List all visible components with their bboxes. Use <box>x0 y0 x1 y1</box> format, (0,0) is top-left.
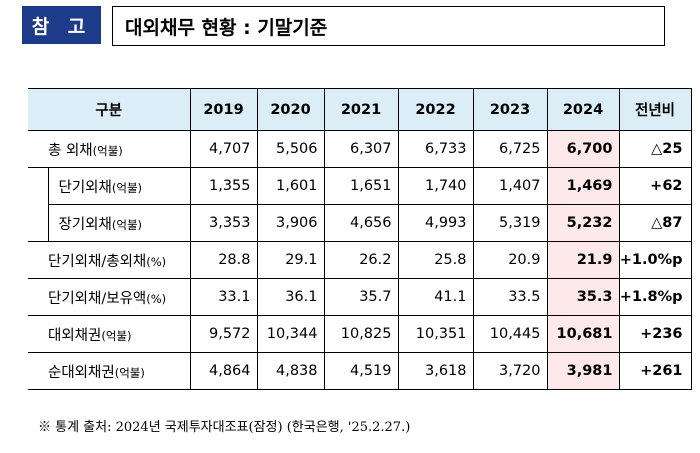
cell-value: 1,469 <box>546 167 620 205</box>
row-label: 총 외채(억불) <box>28 130 191 168</box>
cell-value: 10,351 <box>397 315 474 353</box>
row-label-text: 대외채권 <box>48 327 102 344</box>
cell-value: 5,232 <box>546 204 620 242</box>
header-2021: 2021 <box>323 88 399 131</box>
page-title-text: 대외채무 현황 : 기말기준 <box>125 16 328 39</box>
cell-change: +62 <box>618 167 692 205</box>
table-row: 총 외채(억불) 4,707 5,506 6,307 6,733 6,725 6,700 △2… <box>28 130 692 168</box>
cell-change: +236 <box>618 315 692 353</box>
table-row: 대외채권(억불) 9,572 10,344 10,825 10,351 10,445 10,… <box>28 315 692 353</box>
reference-badge: 참 고 <box>22 6 101 44</box>
cell-value: 3,618 <box>397 352 474 390</box>
table-row: 단기외채/총외채(%) 28.8 29.1 26.2 25.8 20.9 21.9 +1.0%… <box>28 241 692 279</box>
row-label: 단기외채(억불) <box>47 167 191 205</box>
header-2020: 2020 <box>256 88 325 131</box>
cell-change: +1.8%p <box>618 278 692 316</box>
cell-value: 3,906 <box>256 204 325 242</box>
row-label: 단기외채/총외채(%) <box>28 241 191 279</box>
cell-value: 4,519 <box>323 352 399 390</box>
cell-value: 5,319 <box>472 204 548 242</box>
cell-change: +1.0%p <box>618 241 692 279</box>
external-debt-table: 구분 2019 2020 2021 2022 2023 2024 전년비 총 외… <box>28 88 692 390</box>
cell-value: 5,506 <box>256 130 325 168</box>
cell-value: 4,656 <box>323 204 399 242</box>
cell-value: 35.7 <box>323 278 399 316</box>
header-yoy: 전년비 <box>618 88 692 131</box>
cell-value: 41.1 <box>397 278 474 316</box>
cell-value: 33.5 <box>472 278 548 316</box>
cell-value: 10,681 <box>546 315 620 353</box>
row-label: 장기외채(억불) <box>47 204 191 242</box>
table-row: 단기외채(억불) 1,355 1,601 1,651 1,740 1,407 1,469 +6… <box>28 167 692 205</box>
cell-value: 1,601 <box>256 167 325 205</box>
row-label-text: 단기외채/총외채 <box>48 253 147 270</box>
row-label: 대외채권(억불) <box>28 315 191 353</box>
source-note: ※ 통계 출처: 2024년 국제투자대조표(잠정) (한국은행, '25.2.… <box>38 420 411 435</box>
cell-value: 20.9 <box>472 241 548 279</box>
cell-value: 4,838 <box>256 352 325 390</box>
cell-value: 1,651 <box>323 167 399 205</box>
cell-value: 6,307 <box>323 130 399 168</box>
row-label: 순대외채권(억불) <box>28 352 191 390</box>
cell-value: 1,740 <box>397 167 474 205</box>
row-unit: (억불) <box>111 217 143 232</box>
row-unit: (억불) <box>114 365 145 380</box>
cell-value: 10,445 <box>472 315 548 353</box>
cell-value: 28.8 <box>189 241 258 279</box>
cell-value: 10,825 <box>323 315 399 353</box>
cell-value: 26.2 <box>323 241 399 279</box>
table-row: 단기외채/보유액(%) 33.1 36.1 35.7 41.1 33.5 35.3 +1.8%… <box>28 278 692 316</box>
cell-value: 35.3 <box>546 278 620 316</box>
cell-value: 4,707 <box>189 130 258 168</box>
table-row: 장기외채(억불) 3,353 3,906 4,656 4,993 5,319 5,232 △8… <box>28 204 692 242</box>
row-label-text: 장기외채 <box>58 216 112 233</box>
cell-value: 29.1 <box>256 241 325 279</box>
row-unit: (%) <box>146 291 167 306</box>
cell-change: +261 <box>618 352 692 390</box>
cell-value: 33.1 <box>189 278 258 316</box>
cell-value: 1,407 <box>472 167 548 205</box>
cell-value: 4,993 <box>397 204 474 242</box>
row-label-text: 단기외채/보유액 <box>48 290 147 307</box>
indent-spacer <box>28 167 49 205</box>
cell-value: 6,733 <box>397 130 474 168</box>
row-label: 단기외채/보유액(%) <box>28 278 191 316</box>
indent-spacer <box>28 204 49 242</box>
row-label-text: 총 외채 <box>48 142 93 159</box>
cell-value: 25.8 <box>397 241 474 279</box>
cell-value: 36.1 <box>256 278 325 316</box>
header-2019: 2019 <box>189 88 258 131</box>
header-2022: 2022 <box>397 88 474 131</box>
page-title: 대외채무 현황 : 기말기준 <box>112 6 665 46</box>
cell-value: 6,725 <box>472 130 548 168</box>
row-label-text: 순대외채권 <box>48 364 115 381</box>
cell-value: 10,344 <box>256 315 325 353</box>
cell-value: 3,353 <box>189 204 258 242</box>
cell-value: 6,700 <box>546 130 620 168</box>
row-unit: (억불) <box>111 180 143 195</box>
row-unit: (억불) <box>101 328 132 343</box>
header-category: 구분 <box>28 88 191 131</box>
row-unit: (%) <box>146 254 167 269</box>
cell-value: 3,981 <box>546 352 620 390</box>
row-label-text: 단기외채 <box>58 179 112 196</box>
table-row: 순대외채권(억불) 4,864 4,838 4,519 3,618 3,720 3,981 +… <box>28 352 692 390</box>
cell-value: 3,720 <box>472 352 548 390</box>
header-2023: 2023 <box>472 88 548 131</box>
header-2024: 2024 <box>546 88 620 131</box>
cell-value: 1,355 <box>189 167 258 205</box>
row-unit: (억불) <box>92 143 123 158</box>
table-header-row: 구분 2019 2020 2021 2022 2023 2024 전년비 <box>28 88 692 131</box>
cell-change: △87 <box>618 204 692 242</box>
cell-value: 4,864 <box>189 352 258 390</box>
cell-value: 9,572 <box>189 315 258 353</box>
cell-change: △25 <box>618 130 692 168</box>
cell-value: 21.9 <box>546 241 620 279</box>
